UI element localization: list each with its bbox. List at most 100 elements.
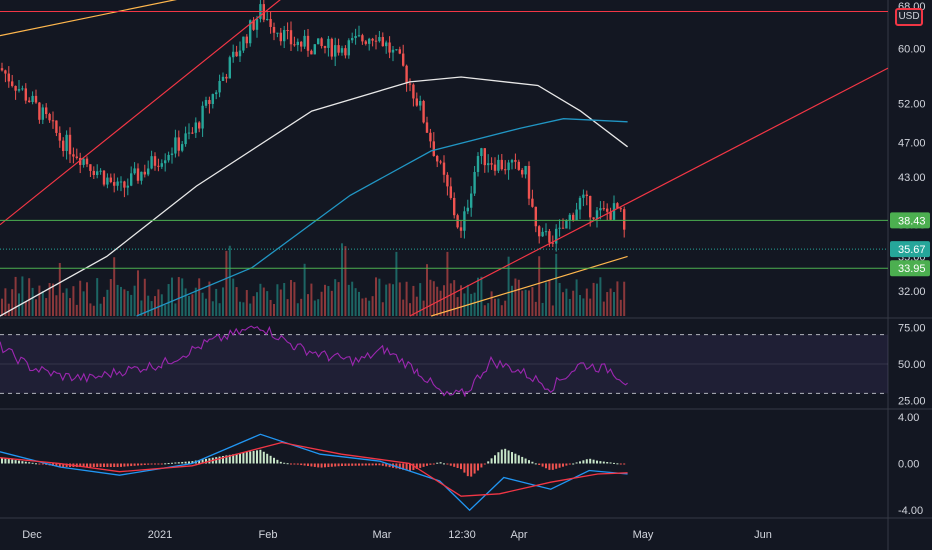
macd-tick-label: 4.00	[898, 412, 919, 424]
candle-body	[473, 171, 476, 194]
volume-bar	[245, 290, 248, 316]
macd-histogram-bar	[364, 463, 367, 466]
macd-histogram-bar	[103, 463, 105, 467]
candles	[0, 0, 626, 252]
volume-bar	[143, 278, 146, 316]
volume-bar	[402, 299, 405, 316]
price-tick-label: 32.00	[898, 286, 926, 298]
candle-body	[296, 41, 299, 46]
volume-bar	[354, 288, 357, 316]
macd-histogram-bar	[147, 463, 150, 465]
candle-body	[568, 214, 571, 220]
candle-body	[609, 211, 612, 220]
candle-body	[490, 163, 493, 165]
candle-body	[493, 164, 497, 171]
candle-body	[439, 161, 442, 163]
volume-bar	[239, 301, 241, 316]
volume-bars	[1, 243, 626, 316]
volume-bar	[198, 278, 201, 316]
macd-histogram-bar	[249, 451, 252, 464]
macd-histogram-bar	[65, 463, 68, 467]
macd-histogram-bar	[409, 463, 411, 472]
macd-histogram-bar	[463, 463, 466, 473]
candle-body	[48, 114, 51, 121]
candle-body	[249, 20, 252, 44]
macd-histogram-bar	[551, 463, 554, 470]
candle-body	[419, 101, 422, 106]
candle-body	[538, 226, 541, 237]
candle-body	[31, 95, 34, 103]
time-tick-label: 2021	[148, 529, 172, 541]
volume-bar	[599, 277, 602, 316]
volume-bar	[86, 282, 88, 316]
volume-bar	[470, 293, 473, 316]
macd-histogram-bar	[375, 463, 377, 466]
time-tick-label: Jun	[754, 529, 772, 541]
volume-bar	[171, 277, 173, 316]
candle-body	[619, 208, 622, 210]
macd-histogram-bar	[347, 463, 350, 466]
candle-body	[476, 156, 480, 172]
time-tick-label: Dec	[22, 529, 42, 541]
candle-body	[45, 107, 48, 115]
candle-body	[51, 120, 55, 122]
candle-body	[194, 122, 197, 133]
macd-histogram-bar	[548, 463, 551, 470]
candle-body	[300, 41, 303, 47]
volume-bar	[432, 281, 435, 316]
candle-body	[65, 134, 68, 151]
volume-bar	[55, 295, 58, 316]
macd-histogram-bar	[585, 459, 588, 464]
candle-body	[34, 95, 38, 103]
macd-histogram-bar	[82, 463, 85, 467]
macd-histogram-bar	[58, 463, 61, 467]
candle-body	[221, 76, 225, 81]
macd-histogram-bar	[245, 452, 248, 464]
volume-bar	[324, 284, 326, 316]
candle-body	[62, 140, 65, 151]
macd-histogram-bar	[106, 463, 109, 467]
volume-bar	[504, 300, 507, 316]
macd-histogram-bar	[579, 461, 581, 464]
macd-histogram-bar	[466, 463, 469, 477]
candle-body	[116, 181, 119, 186]
macd-histogram-bar	[507, 450, 510, 464]
macd-histogram-bar	[296, 463, 299, 465]
macd-histogram-bar	[446, 463, 449, 465]
macd-histogram-bar	[191, 461, 194, 464]
volume-bar	[65, 288, 68, 316]
volume-bar	[191, 294, 194, 316]
macd-histogram-bar	[18, 460, 20, 464]
macd-histogram-bar	[7, 459, 10, 464]
volume-bar	[225, 250, 228, 316]
macd-histogram-bar	[167, 463, 170, 465]
macd-histogram-bar	[256, 450, 258, 464]
candle-body	[11, 81, 14, 86]
macd-histogram-bar	[419, 463, 422, 468]
macd-histogram-bar	[480, 463, 483, 468]
candle-body	[211, 94, 214, 104]
volume-bar	[426, 264, 428, 316]
volume-bar	[296, 303, 299, 316]
volume-bar	[364, 297, 367, 316]
macd-histogram-bar	[460, 463, 462, 470]
macd-histogram-bar	[313, 463, 316, 467]
volume-bar	[266, 291, 269, 316]
candle-body	[167, 154, 170, 161]
macd-histogram-bar	[164, 463, 167, 465]
currency-button[interactable]: USD	[895, 8, 923, 26]
candle-body	[521, 169, 524, 175]
volume-bar	[613, 292, 615, 316]
macd-histogram-bar	[402, 463, 405, 470]
volume-bar	[120, 286, 122, 316]
candle-body	[371, 38, 374, 41]
candle-body	[102, 170, 106, 185]
volume-bar	[449, 283, 452, 316]
macd-histogram-bar	[31, 462, 34, 464]
volume-bar	[589, 298, 592, 316]
macd-histogram-bar	[259, 449, 262, 464]
candle-body	[204, 100, 208, 106]
candle-body	[327, 38, 330, 48]
macd-histogram-bar	[538, 463, 541, 466]
